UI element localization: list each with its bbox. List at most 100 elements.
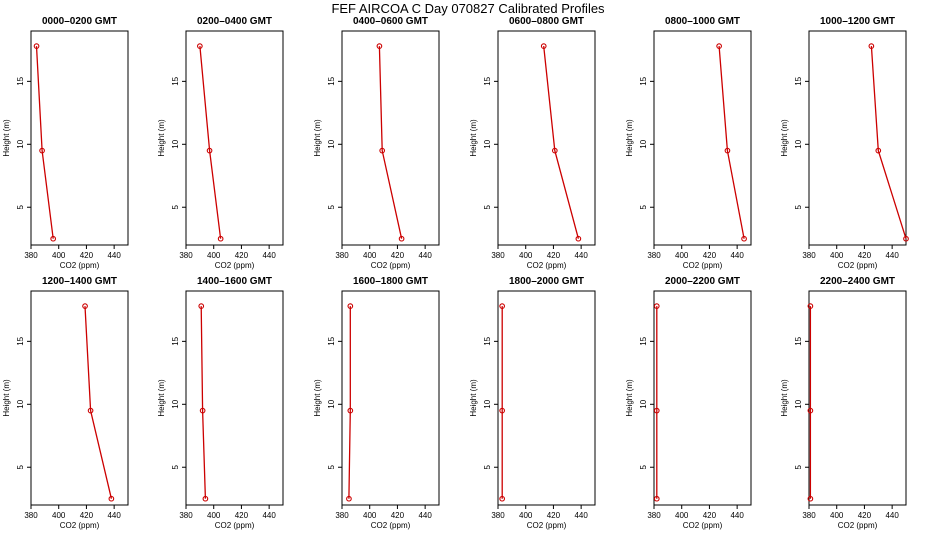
profile-line [870, 46, 907, 239]
profile-chart: 2200–2400 GMT 380 400 420 440 5 10 15 CO2 (ppm) H… [780, 276, 907, 530]
x-tick-label: 380 [24, 251, 38, 260]
x-tick-label: 440 [574, 251, 588, 260]
chart-title: 1400–1600 GMT [197, 276, 272, 287]
chart-title: 0600–0800 GMT [509, 16, 584, 27]
chart-title: 0800–1000 GMT [665, 16, 740, 27]
y-axis-label: Height (m) [313, 119, 322, 157]
data-point [50, 235, 57, 242]
x-tick-label: 400 [363, 251, 377, 260]
data-point [540, 43, 547, 49]
data-point [87, 407, 94, 414]
x-tick-label: 440 [262, 511, 276, 520]
data-point [724, 147, 731, 154]
x-tick-label: 420 [703, 251, 717, 260]
plot-frame [30, 30, 129, 246]
profile-chart: 1200–1400 GMT 380 400 420 440 5 10 15 CO2 (ppm) H… [2, 276, 129, 530]
y-axis-label: Height (m) [2, 379, 11, 417]
data-point [347, 303, 354, 309]
x-tick-label: 400 [519, 251, 533, 260]
x-tick-label: 400 [52, 251, 66, 260]
y-tick-label: 10 [327, 399, 336, 408]
x-axis-label: CO2 (ppm) [838, 521, 878, 530]
x-tick-label: 380 [179, 511, 193, 520]
x-tick-label: 420 [80, 511, 94, 520]
data-point [347, 407, 354, 414]
data-point [875, 147, 882, 154]
data-point [108, 495, 115, 502]
y-tick-label: 15 [327, 76, 336, 85]
data-point [197, 43, 203, 49]
y-tick-label: 10 [483, 139, 492, 148]
profile-chart: 2000–2200 GMT 380 400 420 440 5 10 15 CO2 (ppm) H… [625, 276, 752, 530]
data-point [653, 495, 660, 502]
y-axis-label: Height (m) [469, 119, 478, 157]
profile-chart: 1600–1800 GMT 380 400 420 440 5 10 15 CO2 (ppm) H… [313, 276, 440, 530]
profile-line [348, 306, 351, 499]
x-tick-label: 440 [730, 511, 744, 520]
x-tick-label: 380 [491, 511, 505, 520]
profile-chart: 0600–0800 GMT 380 400 420 440 5 10 15 CO2 (ppm) H… [469, 16, 596, 270]
data-point [376, 43, 383, 49]
x-tick-label: 380 [647, 251, 661, 260]
data-point [499, 407, 506, 414]
profile-line [35, 46, 54, 239]
y-tick-label: 5 [171, 464, 180, 469]
y-axis-label: Height (m) [157, 379, 166, 417]
data-point [716, 43, 722, 49]
profile-line [200, 306, 207, 499]
y-axis-label: Height (m) [157, 119, 166, 157]
x-tick-label: 420 [391, 511, 405, 520]
y-tick-label: 10 [171, 139, 180, 148]
chart-title: 0200–0400 GMT [197, 16, 272, 27]
x-tick-label: 380 [647, 511, 661, 520]
profile-line [84, 306, 113, 499]
x-tick-label: 420 [858, 511, 872, 520]
y-tick-label: 15 [483, 336, 492, 345]
x-tick-label: 400 [363, 511, 377, 520]
y-tick-label: 5 [327, 204, 336, 209]
data-point [33, 43, 40, 49]
data-point [217, 235, 224, 242]
x-tick-label: 420 [547, 511, 561, 520]
y-tick-label: 10 [639, 399, 648, 408]
y-tick-label: 10 [794, 399, 803, 408]
x-tick-label: 380 [335, 251, 349, 260]
data-point [741, 235, 747, 242]
y-axis-label: Height (m) [625, 379, 634, 417]
plot-frame [30, 290, 129, 506]
y-tick-label: 5 [327, 464, 336, 469]
y-axis-label: Height (m) [313, 379, 322, 417]
y-tick-label: 5 [639, 464, 648, 469]
x-tick-label: 380 [335, 511, 349, 520]
chart-title: 2200–2400 GMT [820, 276, 895, 287]
x-tick-label: 420 [235, 251, 249, 260]
data-point [807, 407, 814, 414]
y-tick-label: 15 [639, 76, 648, 85]
x-axis-label: CO2 (ppm) [215, 521, 255, 530]
plot-frame [497, 290, 596, 506]
profile-line [543, 46, 580, 239]
x-tick-label: 380 [802, 511, 816, 520]
profile-line [378, 46, 403, 239]
x-tick-label: 420 [391, 251, 405, 260]
x-tick-label: 420 [858, 251, 872, 260]
x-tick-label: 380 [179, 251, 193, 260]
data-point [39, 147, 45, 154]
chart-title: 2000–2200 GMT [665, 276, 740, 287]
y-tick-label: 5 [16, 204, 25, 209]
plot-frame [341, 30, 440, 246]
y-tick-label: 10 [171, 399, 180, 408]
data-point [551, 147, 558, 154]
y-tick-label: 5 [483, 204, 492, 209]
x-tick-label: 420 [80, 251, 94, 260]
x-tick-label: 420 [547, 251, 561, 260]
x-tick-label: 400 [830, 251, 844, 260]
plot-frame [808, 290, 907, 506]
data-point [868, 43, 875, 49]
x-tick-label: 380 [802, 251, 816, 260]
y-tick-label: 10 [639, 139, 648, 148]
y-axis-label: Height (m) [780, 379, 789, 417]
x-axis-label: CO2 (ppm) [60, 521, 100, 530]
